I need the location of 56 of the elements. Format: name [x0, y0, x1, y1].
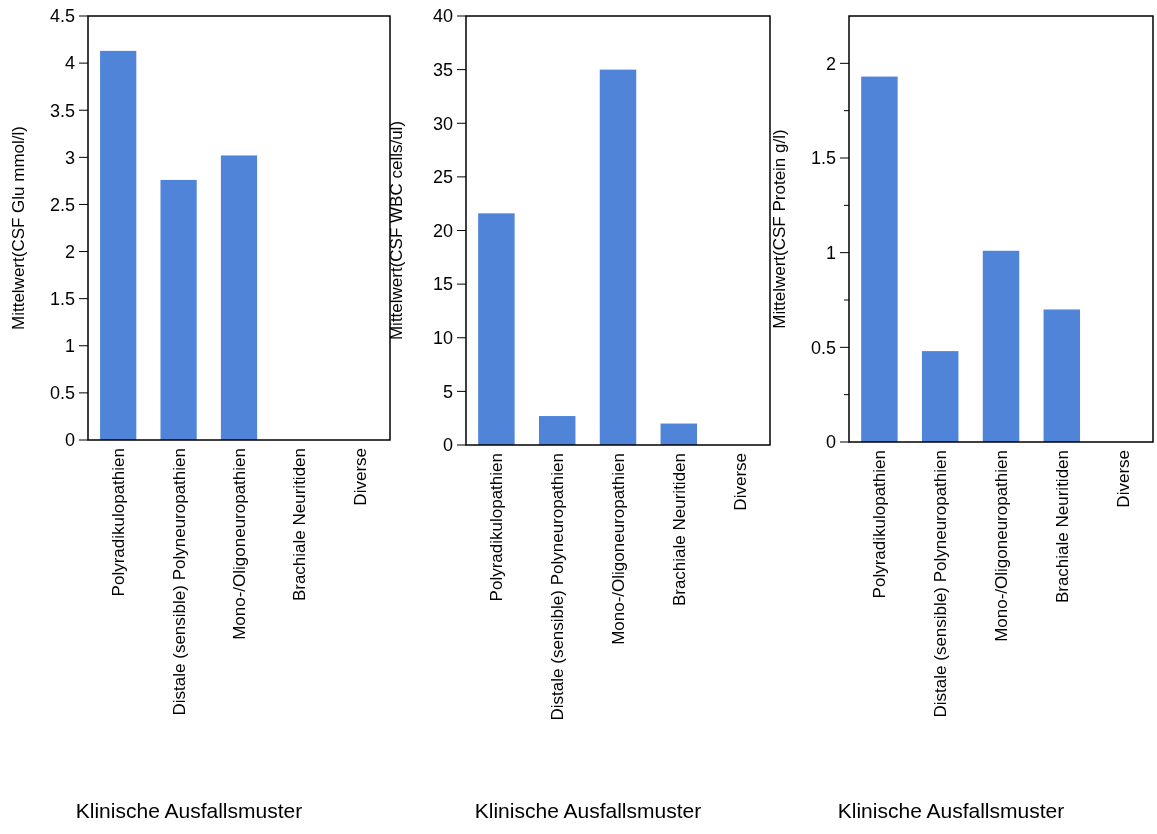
- y-tick-label: 10: [432, 328, 453, 349]
- bar: [599, 69, 637, 445]
- x-tick-label: Mono-/Oligoneuropathien: [991, 450, 1011, 642]
- bar: [660, 423, 698, 445]
- y-tick-label: 0: [64, 430, 75, 451]
- y-tick-label: 0.5: [810, 337, 836, 358]
- x-tick-label: Polyradikulopathien: [487, 453, 507, 602]
- x-tick-label: Mono-/Oligoneuropathien: [229, 448, 249, 640]
- y-tick-label: 1: [64, 336, 75, 357]
- x-tick-label: Diverse: [730, 453, 750, 511]
- x-axis-title: Klinische Ausfallsmuster: [75, 799, 303, 822]
- x-tick-label: Brachiale Neuritiden: [1052, 450, 1072, 604]
- y-tick-label: 20: [432, 220, 453, 241]
- bar: [100, 50, 137, 440]
- y-axis-title: Mittelwert(CSF WBC cells/ul): [387, 120, 406, 341]
- bar: [220, 155, 258, 440]
- x-tick-label: Brachiale Neuritiden: [290, 448, 310, 602]
- y-tick-label: 1.5: [49, 288, 75, 309]
- y-tick-label: 2.5: [49, 194, 75, 215]
- bar: [982, 250, 1020, 442]
- y-tick-label: 0: [442, 435, 453, 456]
- bar: [478, 213, 515, 445]
- y-axis-title: Mittelwert(CSF Protein g/l): [770, 129, 789, 329]
- bar: [861, 76, 898, 442]
- bar: [921, 351, 959, 442]
- bar: [1043, 309, 1081, 442]
- x-tick-label: Polyradikulopathien: [870, 450, 890, 599]
- x-tick-label: Diverse: [350, 448, 370, 506]
- y-tick-label: 1: [825, 242, 836, 263]
- y-tick-label: 3.5: [49, 100, 75, 121]
- y-tick-label: 30: [432, 113, 453, 134]
- y-tick-label: 4: [64, 53, 75, 74]
- x-tick-label: Mono-/Oligoneuropathien: [608, 453, 628, 645]
- y-tick-label: 1.5: [810, 148, 836, 169]
- bar: [160, 179, 197, 440]
- y-tick-label: 0.5: [49, 383, 75, 404]
- x-tick-label: Polyradikulopathien: [109, 448, 129, 597]
- x-tick-label: Distale (sensible) Polyneuropathien: [548, 453, 568, 721]
- y-tick-label: 2: [825, 53, 836, 74]
- y-tick-label: 3: [64, 147, 75, 168]
- y-tick-label: 4.5: [49, 6, 75, 27]
- y-tick-label: 40: [432, 6, 453, 27]
- y-tick-label: 25: [432, 167, 453, 188]
- y-tick-label: 2: [64, 241, 75, 262]
- y-tick-label: 0: [825, 432, 836, 453]
- y-tick-label: 35: [432, 59, 453, 80]
- x-tick-label: Diverse: [1113, 450, 1133, 508]
- y-tick-label: 5: [442, 381, 453, 402]
- x-axis-title: Klinische Ausfallsmuster: [837, 799, 1065, 822]
- y-axis-title: Mittelwert(CSF Glu mmol/l): [9, 125, 28, 331]
- bar: [538, 416, 576, 445]
- x-tick-label: Distale (sensible) Polyneuropathien: [169, 448, 189, 716]
- x-axis-title: Klinische Ausfallsmuster: [474, 799, 702, 822]
- x-tick-label: Brachiale Neuritiden: [669, 453, 689, 607]
- x-tick-label: Distale (sensible) Polyneuropathien: [931, 450, 951, 718]
- y-tick-label: 15: [432, 274, 453, 295]
